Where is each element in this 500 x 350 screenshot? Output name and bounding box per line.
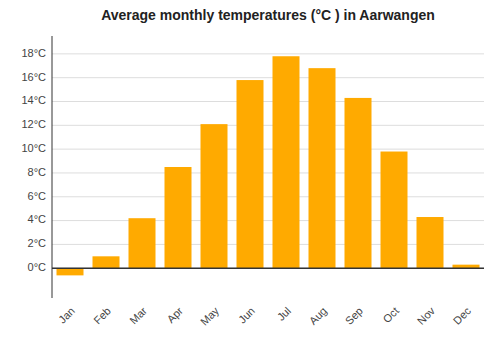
grid-line	[52, 196, 484, 197]
y-tick-label: 16°C	[21, 71, 46, 83]
grid-line	[52, 125, 484, 126]
x-tick-label: Oct	[380, 305, 401, 326]
y-tick-label: 8°C	[28, 166, 47, 178]
y-tick-label: 2°C	[28, 237, 47, 249]
bar	[237, 80, 264, 268]
bar	[273, 56, 300, 268]
bar	[417, 217, 444, 268]
grid-line	[52, 149, 484, 150]
y-tick-label: 10°C	[21, 142, 46, 154]
bars	[57, 56, 480, 275]
y-tick-label: 6°C	[28, 190, 47, 202]
x-tick-label: Sep	[343, 305, 365, 327]
grid-line	[52, 77, 484, 78]
y-tick-label: 14°C	[21, 94, 46, 106]
title: Average monthly temperatures (°C ) in Aa…	[101, 7, 435, 23]
x-tick-label: Mar	[127, 304, 149, 326]
y-tick-label: 12°C	[21, 118, 46, 130]
chart: Average monthly temperatures (°C ) in Aa…	[0, 0, 500, 350]
y-ticks: 0°C 2°C 4°C 6°C 8°C 10°C 12°C 14°C 16°C 18°C	[21, 47, 46, 273]
grid-line	[52, 53, 484, 54]
bar	[381, 152, 408, 269]
x-tick-label: Dec	[451, 304, 474, 327]
bar	[165, 167, 192, 268]
grid	[52, 54, 484, 268]
y-tick-label: 0°C	[28, 261, 47, 273]
grid-line	[52, 172, 484, 173]
y-axis-line	[52, 36, 53, 298]
x-tick-label: Feb	[91, 305, 113, 327]
x-tick-label: Jul	[275, 305, 293, 323]
x-tick-label: Nov	[415, 304, 438, 327]
y-tick-label: 18°C	[21, 47, 46, 59]
bar	[57, 268, 84, 275]
x-tick-label: May	[198, 304, 222, 328]
x-tick-label: Apr	[164, 304, 185, 325]
x-tick-label: Aug	[307, 305, 329, 327]
y-tick-label: 4°C	[28, 213, 47, 225]
grid-line	[52, 268, 484, 269]
x-tick-label: Jun	[236, 305, 257, 326]
x-ticks: Jan Feb Mar Apr May Jun Jul Aug Sep Oct Nov Dec	[56, 304, 473, 328]
grid-line	[52, 101, 484, 102]
page: {"chart_data": {"type": "bar", "title": …	[0, 0, 500, 350]
bar	[129, 218, 156, 268]
bar	[201, 124, 228, 268]
x-tick-label: Jan	[56, 305, 77, 326]
zero-line	[52, 267, 484, 269]
bar	[309, 68, 336, 268]
bar	[345, 98, 372, 268]
bar	[93, 256, 120, 268]
